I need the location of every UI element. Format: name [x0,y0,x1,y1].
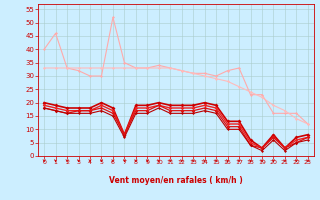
X-axis label: Vent moyen/en rafales ( km/h ): Vent moyen/en rafales ( km/h ) [109,176,243,185]
